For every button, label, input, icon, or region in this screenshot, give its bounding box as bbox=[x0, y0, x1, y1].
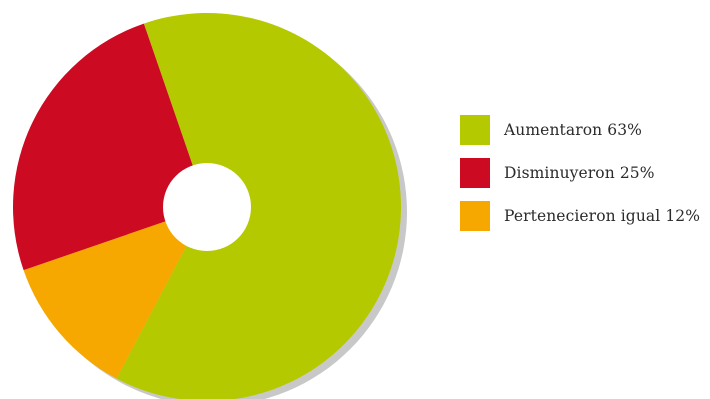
legend: Aumentaron 63% Disminuyeron 25% Pertenec… bbox=[460, 115, 700, 244]
legend-label: Aumentaron 63% bbox=[504, 121, 643, 139]
legend-label: Pertenecieron igual 12% bbox=[504, 207, 701, 225]
pie-slice bbox=[23, 207, 207, 379]
donut-hole bbox=[163, 163, 251, 251]
legend-swatch bbox=[460, 201, 490, 231]
legend-swatch bbox=[460, 158, 490, 188]
pie-slices bbox=[13, 13, 401, 399]
pie-slice bbox=[13, 23, 208, 271]
legend-swatch bbox=[460, 115, 490, 145]
pie-slice bbox=[116, 13, 401, 399]
legend-item: Disminuyeron 25% bbox=[460, 158, 700, 188]
legend-item: Aumentaron 63% bbox=[460, 115, 700, 145]
legend-label: Disminuyeron 25% bbox=[504, 164, 655, 182]
legend-item: Pertenecieron igual 12% bbox=[460, 201, 700, 231]
